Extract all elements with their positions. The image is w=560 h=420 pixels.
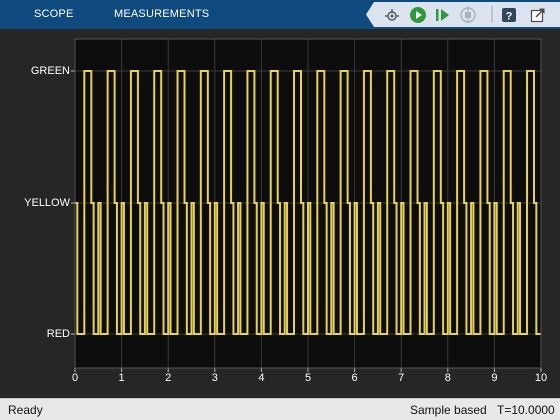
help-icon[interactable]: ? (500, 6, 518, 24)
simulation-time-readout: T=10.0000 (497, 403, 555, 417)
sample-mode-readout: Sample based (410, 403, 487, 417)
step-forward-icon[interactable] (433, 6, 451, 24)
undock-icon[interactable] (529, 6, 547, 24)
x-tick-label: 7 (398, 372, 405, 384)
plot-canvas[interactable] (0, 29, 560, 398)
x-tick-label: 9 (491, 372, 498, 384)
toolstrip: SCOPE MEASUREMENTS (0, 0, 560, 29)
y-tick-label-green: GREEN (30, 65, 70, 77)
x-tick-label: 2 (165, 372, 172, 384)
signal-selector-icon[interactable] (383, 6, 401, 24)
y-tick-label-red: RED (46, 328, 70, 340)
tab-measurements[interactable]: MEASUREMENTS (114, 8, 210, 20)
x-tick-label: 1 (118, 372, 125, 384)
signal-trace (75, 70, 541, 335)
tab-scope[interactable]: SCOPE (34, 8, 74, 20)
x-tick-label: 6 (351, 372, 358, 384)
quick-access-bar: ? (366, 2, 560, 27)
run-icon[interactable] (409, 6, 427, 24)
x-tick-label: 8 (444, 372, 451, 384)
x-tick-label: 3 (211, 372, 218, 384)
x-tick-label: 0 (71, 372, 79, 384)
status-text: Ready (8, 403, 43, 417)
stop-icon[interactable] (459, 6, 477, 24)
y-tick-label-yellow: YELLOW (24, 197, 70, 209)
svg-text:?: ? (506, 11, 513, 23)
x-tick-label: 4 (258, 372, 265, 384)
axis-ticks (71, 70, 542, 372)
x-tick-label: 10 (534, 372, 548, 384)
status-bar: Ready Sample based T=10.0000 (0, 398, 560, 420)
plot-border (74, 38, 542, 369)
x-tick-label: 5 (304, 372, 312, 384)
